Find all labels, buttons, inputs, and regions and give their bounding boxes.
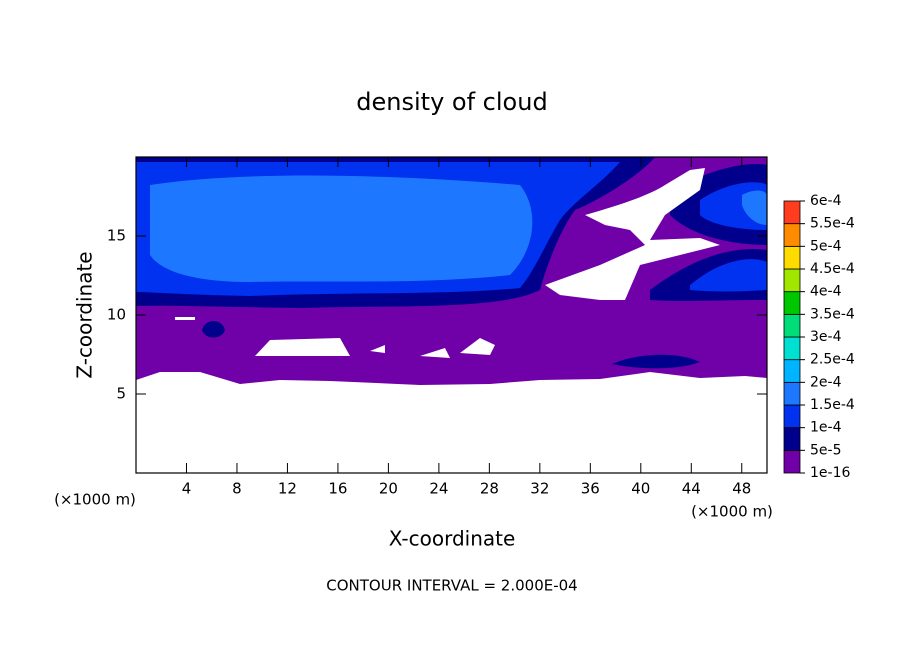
x-tick-label: 24 — [429, 480, 448, 498]
x-unit-label: (×1000 m) — [691, 503, 773, 521]
colorbar-label: 1.5e-4 — [810, 397, 855, 413]
colorbar-label: 2.5e-4 — [810, 352, 855, 368]
contour-band — [612, 354, 700, 369]
colorbar-label: 3e-4 — [810, 329, 842, 345]
colorbar-label: 5e-5 — [810, 442, 841, 458]
colorbar-label: 2e-4 — [810, 374, 842, 390]
colorbar-swatch — [783, 404, 801, 429]
y-axis-label: Z-coordinate — [73, 251, 97, 378]
y-tick-label: 15 — [107, 227, 126, 245]
no-data-regions — [175, 168, 720, 358]
colorbar-label: 3.5e-4 — [810, 306, 855, 322]
x-tick-label: 20 — [379, 480, 398, 498]
colorbar-swatch — [783, 291, 801, 315]
x-tick-label: 28 — [480, 480, 499, 498]
colorbar-swatch — [783, 223, 801, 247]
colorbar-swatch — [783, 359, 801, 383]
colorbar-swatch — [783, 268, 801, 293]
x-tick-label: 32 — [530, 480, 549, 498]
colorbar-label: 5.5e-4 — [810, 216, 855, 232]
colorbar-swatch — [783, 313, 801, 338]
x-tick-label: 16 — [328, 480, 347, 498]
clear-region — [175, 317, 195, 320]
colorbar-label: 4.5e-4 — [810, 261, 855, 277]
clear-region — [545, 168, 720, 300]
contour-band — [150, 175, 533, 282]
x-axis-label: X-coordinate — [389, 527, 516, 551]
clear-region — [420, 348, 450, 358]
footnote: CONTOUR INTERVAL = 2.000E-04 — [326, 577, 577, 595]
x-tick-label: 8 — [232, 480, 242, 498]
x-tick-label: 48 — [732, 480, 751, 498]
y-tick-label: 10 — [107, 306, 126, 324]
colorbar-label: 1e-4 — [810, 420, 842, 436]
x-tick-label: 44 — [682, 480, 701, 498]
contour-band — [202, 321, 225, 338]
colorbar-swatch — [783, 381, 801, 406]
x-tick-label: 4 — [182, 480, 192, 498]
chart-title: density of cloud — [356, 88, 547, 116]
x-unit-label: (×1000 m) — [54, 491, 136, 509]
colorbar-swatch — [783, 200, 801, 225]
colorbar-label: 1e-16 — [810, 465, 850, 481]
colorbar-swatch — [783, 427, 801, 451]
colorbar-label: 4e-4 — [810, 284, 842, 300]
colorbar-label: 5e-4 — [810, 238, 842, 254]
contour-band — [742, 190, 767, 225]
y-tick-label: 5 — [116, 385, 126, 403]
contour-band — [690, 259, 767, 292]
x-tick-label: 40 — [631, 480, 650, 498]
colorbar-swatch — [783, 336, 801, 361]
colorbar-label: 6e-4 — [810, 193, 842, 209]
x-tick-label: 36 — [581, 480, 600, 498]
x-tick-label: 12 — [278, 480, 297, 498]
clear-region — [460, 338, 495, 355]
clear-region — [255, 338, 350, 356]
colorbar-swatch — [783, 449, 801, 474]
colorbar-swatch — [783, 245, 801, 270]
clear-region — [370, 345, 385, 353]
